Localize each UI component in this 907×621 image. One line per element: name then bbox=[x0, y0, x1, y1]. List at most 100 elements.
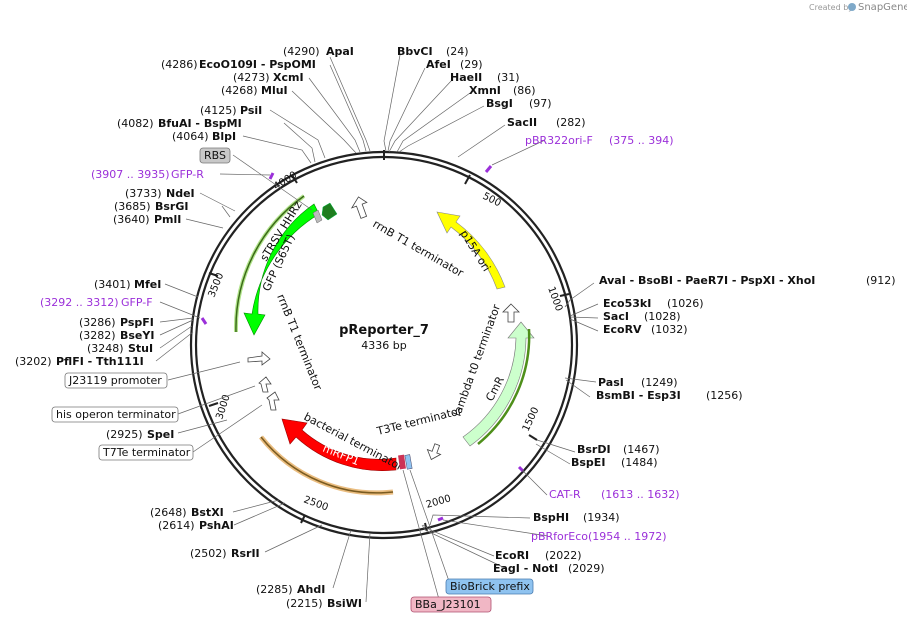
gfp-arrow[interactable] bbox=[243, 203, 320, 336]
p15a-ori-arrow[interactable] bbox=[436, 211, 506, 290]
cmr-arrow[interactable] bbox=[462, 321, 535, 447]
primer-name: pBRforEco bbox=[531, 530, 588, 543]
tick-label-500: 500 bbox=[481, 191, 503, 209]
site-name: AfeI bbox=[426, 58, 451, 71]
site-pos: (4125) bbox=[200, 104, 237, 117]
leader-line bbox=[569, 318, 599, 332]
leader-line bbox=[159, 319, 194, 336]
site-pos: (2925) bbox=[106, 428, 143, 441]
primer-labels: pBR322ori-F (375 .. 394) (3907 .. 3935) … bbox=[40, 134, 680, 543]
site-name: NdeI bbox=[166, 187, 195, 200]
strsv-hhrz-arrow[interactable] bbox=[321, 202, 338, 221]
primer-name: CAT-R bbox=[549, 488, 581, 501]
site-name: Eco53kI bbox=[603, 297, 651, 310]
leader-line bbox=[564, 282, 595, 308]
site-name: BsgI bbox=[486, 97, 513, 110]
site-pos: (3202) bbox=[15, 355, 52, 368]
site-pos: (3248) bbox=[87, 342, 124, 355]
rbs-box[interactable] bbox=[199, 147, 231, 164]
leader-line bbox=[387, 67, 426, 152]
site-name: BsrGI bbox=[155, 200, 188, 213]
site-name: BspHI bbox=[533, 511, 569, 524]
site-pos: (1467) bbox=[623, 443, 660, 456]
leader-line bbox=[388, 79, 453, 153]
tick-label-1000: 1000 bbox=[545, 285, 564, 313]
j23119-promoter-arrow[interactable] bbox=[247, 351, 271, 366]
rrnb-t1-top-arrow[interactable] bbox=[349, 195, 371, 220]
leader-line bbox=[565, 379, 591, 398]
site-pos: (1256) bbox=[706, 389, 743, 402]
his-terminator-arrow[interactable] bbox=[258, 376, 272, 393]
leader-line bbox=[564, 377, 597, 383]
primer-range: (375 .. 394) bbox=[609, 134, 674, 147]
site-name: AhdI bbox=[297, 583, 325, 596]
tick-mark bbox=[559, 293, 570, 297]
primer-name: GFP-F bbox=[121, 296, 153, 309]
tick-mark bbox=[464, 174, 471, 185]
rbs-feature[interactable] bbox=[312, 209, 323, 224]
site-name: HaeII bbox=[450, 71, 482, 84]
site-pos: (86) bbox=[513, 84, 536, 97]
cmr-orf bbox=[477, 328, 531, 445]
site-name: BsmBI - Esp3I bbox=[596, 389, 681, 402]
biobrick-prefix-mark[interactable] bbox=[404, 454, 413, 470]
site-name: BstXI bbox=[191, 506, 224, 519]
t3te-label: T3Te terminator bbox=[375, 404, 464, 438]
site-pos: (1032) bbox=[651, 323, 688, 336]
site-name: BfuAI - BspMI bbox=[158, 117, 242, 130]
bba-j23101-mark[interactable] bbox=[398, 454, 406, 470]
site-name: SpeI bbox=[147, 428, 174, 441]
site-name: ApaI bbox=[326, 45, 354, 58]
site-name: BsiWI bbox=[327, 597, 362, 610]
leader-line bbox=[269, 109, 326, 159]
mrfp1-arrow[interactable] bbox=[281, 418, 397, 471]
t3te-arrow[interactable] bbox=[425, 442, 444, 462]
rrnb-t1-left-label: rrnB T1 terminator bbox=[274, 292, 325, 392]
site-name: MluI bbox=[261, 84, 288, 97]
j23119-promoter-box[interactable] bbox=[64, 372, 168, 389]
leader-line bbox=[233, 502, 286, 526]
leader-line bbox=[402, 469, 441, 604]
site-pos: (2215) bbox=[286, 597, 323, 610]
lambda-t0-arrow[interactable] bbox=[502, 303, 520, 323]
site-pos: (1934) bbox=[583, 511, 620, 524]
leader-lines bbox=[155, 54, 599, 604]
site-pos: (24) bbox=[446, 45, 469, 58]
primer-pbr322ori-f-mark bbox=[484, 165, 493, 173]
site-name: SacII bbox=[507, 116, 537, 129]
leader-line bbox=[242, 135, 312, 164]
t7te-arrow[interactable] bbox=[266, 391, 280, 411]
site-name: PshAI bbox=[199, 519, 234, 532]
leader-line bbox=[283, 122, 316, 163]
t7te-terminator-box[interactable] bbox=[98, 444, 194, 461]
bba-j23101-box[interactable] bbox=[410, 596, 492, 613]
site-pos: (4268) bbox=[221, 84, 258, 97]
primer-name: pBR322ori-F bbox=[525, 134, 593, 147]
site-pos: (282) bbox=[556, 116, 586, 129]
site-pos: (1026) bbox=[667, 297, 704, 310]
leader-line bbox=[535, 443, 571, 465]
site-pos: (3685) bbox=[114, 200, 151, 213]
rbs-box-label: RBS bbox=[204, 149, 226, 162]
site-name: StuI bbox=[128, 342, 153, 355]
site-pos: (31) bbox=[497, 71, 520, 84]
mrfp1-orf-line bbox=[260, 436, 394, 494]
site-name: EcoO109I - PspOMI bbox=[199, 58, 316, 71]
site-pos: (3286) bbox=[79, 316, 116, 329]
his-operon-terminator-box[interactable] bbox=[51, 406, 179, 423]
biobrick-prefix-box[interactable] bbox=[445, 578, 534, 595]
leader-line bbox=[569, 303, 599, 317]
leader-line bbox=[177, 419, 228, 434]
tick-mark bbox=[300, 514, 306, 524]
leader-line bbox=[291, 90, 357, 154]
site-name: AvaI - BsoBI - PaeR7I - PspXI - XhoI bbox=[599, 274, 815, 287]
right-enzyme-labels: BbvCI (24) AfeI (29) HaeII (31) XmnI (86… bbox=[397, 45, 896, 575]
site-pos: (2614) bbox=[158, 519, 195, 532]
leader-line bbox=[177, 385, 256, 415]
site-pos: (1028) bbox=[644, 310, 681, 323]
primer-range: (1613 .. 1632) bbox=[601, 488, 680, 501]
leader-line bbox=[442, 519, 549, 537]
site-name: BspEI bbox=[571, 456, 605, 469]
tick-mark bbox=[208, 272, 219, 277]
tick-mark bbox=[208, 402, 219, 407]
